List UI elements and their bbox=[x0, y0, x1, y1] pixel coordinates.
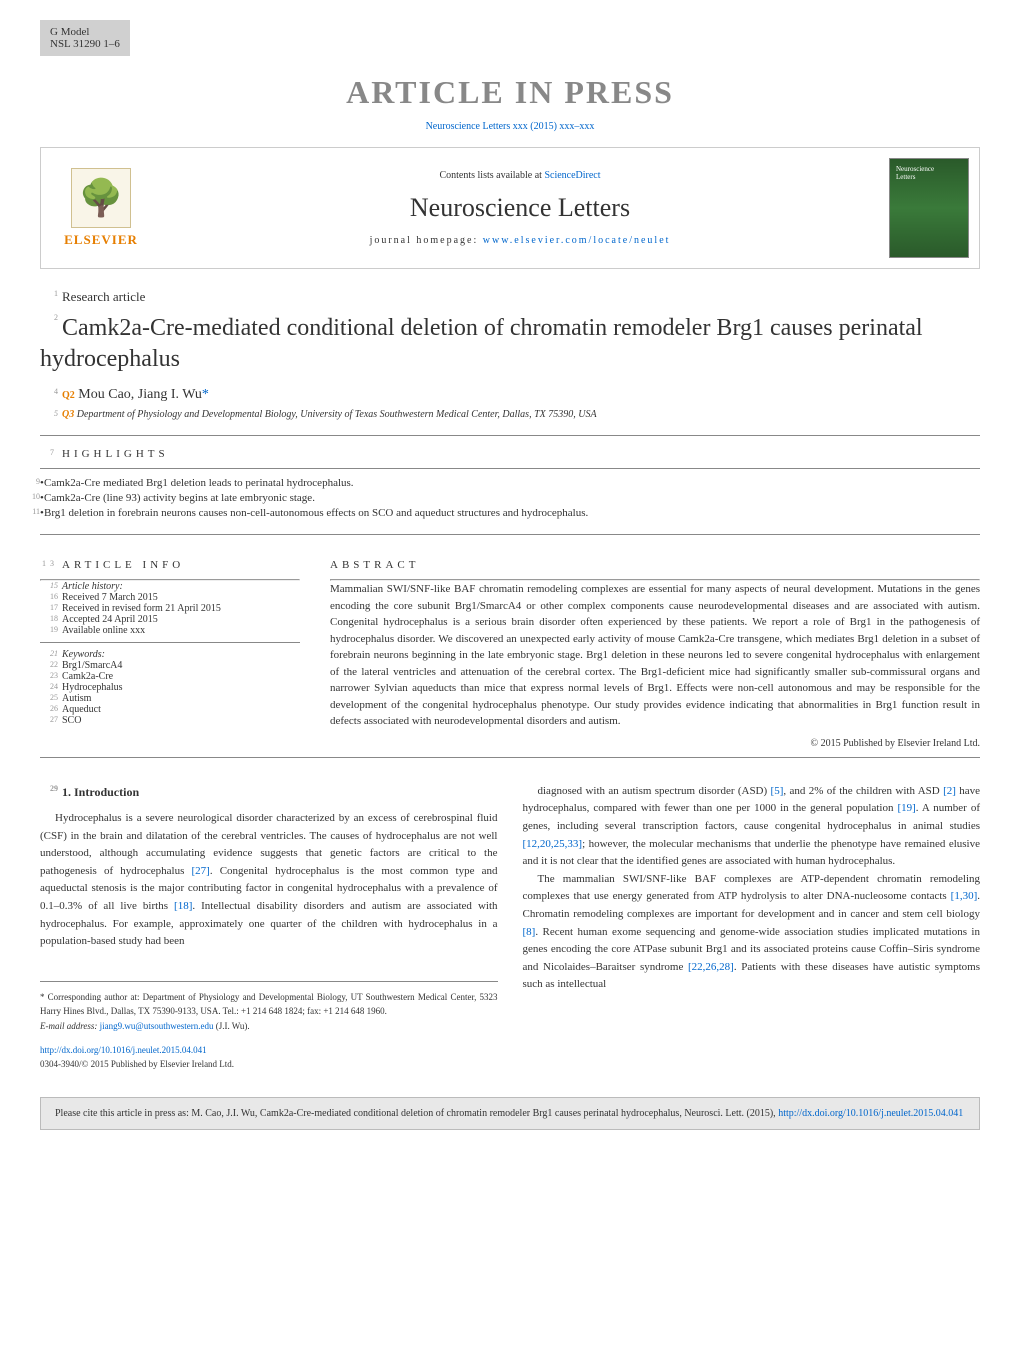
email-link[interactable]: jiang9.wu@utsouthwestern.edu bbox=[100, 1021, 214, 1031]
highlight-item: 9Camk2a-Cre mediated Brg1 deletion leads… bbox=[40, 477, 980, 489]
intro-para-2: diagnosed with an autism spectrum disord… bbox=[523, 783, 981, 871]
intro-header: 291. Introduction bbox=[40, 783, 498, 802]
q3-marker: Q3 bbox=[62, 409, 74, 420]
highlight-item: 11Brg1 deletion in forebrain neurons cau… bbox=[40, 507, 980, 519]
elsevier-logo[interactable]: ELSEVIER bbox=[51, 168, 151, 248]
article-info-header: 13ARTICLE INFO bbox=[40, 559, 300, 571]
gmodel-line2: NSL 31290 1–6 bbox=[50, 38, 120, 50]
issn-line: 0304-3940/© 2015 Published by Elsevier I… bbox=[40, 1057, 498, 1071]
intro-para-3: The mammalian SWI/SNF-like BAF complexes… bbox=[523, 871, 981, 994]
highlights-list: 9Camk2a-Cre mediated Brg1 deletion leads… bbox=[40, 477, 980, 519]
ref-link[interactable]: [19] bbox=[897, 802, 915, 814]
ref-link[interactable]: [8] bbox=[523, 926, 536, 938]
ref-link[interactable]: [1,30] bbox=[951, 890, 978, 902]
homepage-link[interactable]: www.elsevier.com/locate/neulet bbox=[483, 235, 671, 246]
corresponding-star: * bbox=[202, 387, 209, 402]
doi-section: http://dx.doi.org/10.1016/j.neulet.2015.… bbox=[40, 1043, 498, 1072]
journal-ref-line: Neuroscience Letters xxx (2015) xxx–xxx bbox=[40, 121, 980, 132]
article-history: 15Article history: 16Received 7 March 20… bbox=[40, 581, 300, 726]
ref-link[interactable]: [5] bbox=[771, 785, 784, 797]
ref-link[interactable]: [12,20,25,33] bbox=[523, 838, 583, 850]
doi-link[interactable]: http://dx.doi.org/10.1016/j.neulet.2015.… bbox=[40, 1045, 207, 1055]
journal-name: Neuroscience Letters bbox=[151, 193, 889, 223]
body-col-left: 291. Introduction Hydrocephalus is a sev… bbox=[40, 783, 498, 1072]
highlight-item: 10Camk2a-Cre (line 93) activity begins a… bbox=[40, 492, 980, 504]
sciencedirect-link[interactable]: ScienceDirect bbox=[544, 170, 600, 181]
gmodel-box: G Model NSL 31290 1–6 bbox=[40, 20, 130, 56]
cite-box: Please cite this article in press as: M.… bbox=[40, 1097, 980, 1130]
footnote-section: * Corresponding author at: Department of… bbox=[40, 981, 498, 1033]
journal-center: Contents lists available at ScienceDirec… bbox=[151, 170, 889, 246]
abstract-header: ABSTRACT bbox=[330, 559, 980, 571]
journal-header: ELSEVIER Contents lists available at Sci… bbox=[40, 147, 980, 269]
body-col-right: diagnosed with an autism spectrum disord… bbox=[523, 783, 981, 1072]
journal-cover-thumb[interactable] bbox=[889, 158, 969, 258]
body-columns: 291. Introduction Hydrocephalus is a sev… bbox=[40, 783, 980, 1072]
corresponding-footnote: * Corresponding author at: Department of… bbox=[40, 990, 498, 1019]
gmodel-line1: G Model bbox=[50, 26, 120, 38]
homepage-line: journal homepage: www.elsevier.com/locat… bbox=[151, 235, 889, 246]
authors-line: 4Q2 Mou Cao, Jiang I. Wu* bbox=[40, 387, 980, 403]
q2-marker: Q2 bbox=[62, 390, 75, 401]
article-info-col: 13ARTICLE INFO 15Article history: 16Rece… bbox=[40, 547, 300, 749]
abstract-col: ABSTRACT Mammalian SWI/SNF-like BAF chro… bbox=[330, 547, 980, 749]
affiliation: 5Q3 Department of Physiology and Develop… bbox=[40, 409, 980, 420]
divider bbox=[40, 435, 980, 436]
journal-ref-link[interactable]: Neuroscience Letters xxx (2015) xxx–xxx bbox=[426, 121, 595, 132]
intro-para-1: Hydrocephalus is a severe neurological d… bbox=[40, 810, 498, 951]
keywords-list: 22Brg1/SmarcA4 23Camk2a-Cre 24Hydrocepha… bbox=[40, 660, 300, 726]
elsevier-text: ELSEVIER bbox=[51, 232, 151, 248]
divider bbox=[40, 757, 980, 758]
email-line: E-mail address: jiang9.wu@utsouthwestern… bbox=[40, 1019, 498, 1033]
elsevier-tree-icon bbox=[71, 168, 131, 228]
abstract-text: Mammalian SWI/SNF-like BAF chromatin rem… bbox=[330, 581, 980, 730]
contents-line: Contents lists available at ScienceDirec… bbox=[151, 170, 889, 181]
article-title: 2Camk2a-Cre-mediated conditional deletio… bbox=[40, 313, 980, 375]
ref-link[interactable]: [22,26,28] bbox=[688, 961, 734, 973]
article-type: 1Research article bbox=[40, 289, 980, 305]
press-banner: ARTICLE IN PRESS bbox=[40, 74, 980, 111]
divider bbox=[40, 534, 980, 535]
ref-link[interactable]: [2] bbox=[943, 785, 956, 797]
divider bbox=[40, 468, 980, 469]
info-abstract-row: 13ARTICLE INFO 15Article history: 16Rece… bbox=[40, 547, 980, 749]
highlights-header: 7HIGHLIGHTS bbox=[40, 448, 980, 460]
ref-link[interactable]: [18] bbox=[174, 900, 192, 912]
ref-link[interactable]: [27] bbox=[192, 865, 210, 877]
copyright: © 2015 Published by Elsevier Ireland Ltd… bbox=[330, 738, 980, 749]
cite-doi-link[interactable]: http://dx.doi.org/10.1016/j.neulet.2015.… bbox=[778, 1108, 963, 1119]
